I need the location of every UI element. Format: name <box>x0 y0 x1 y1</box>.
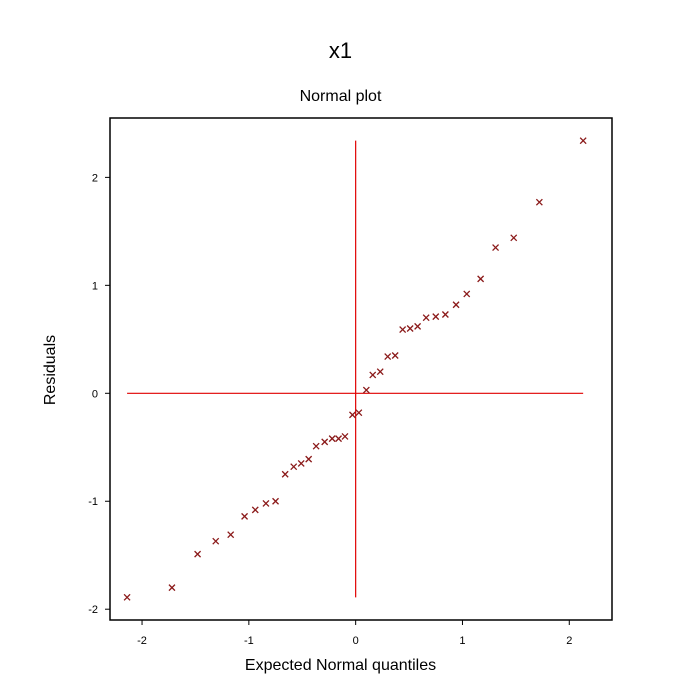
figure-title: x1 <box>328 38 353 63</box>
data-point <box>312 442 320 450</box>
data-point <box>391 352 399 359</box>
data-point <box>376 368 384 376</box>
data-point <box>227 531 235 539</box>
reference-lines <box>127 140 584 598</box>
data-point <box>194 550 202 558</box>
data-point <box>510 234 518 242</box>
y-tick-label: 0 <box>92 388 98 400</box>
data-point <box>328 435 336 443</box>
plot-frame <box>109 117 613 621</box>
data-point <box>335 435 343 443</box>
data-point <box>212 537 220 545</box>
data-point <box>384 353 392 361</box>
data-point <box>251 506 259 514</box>
y-axis-label: Residuals <box>42 334 59 406</box>
data-point <box>422 314 430 322</box>
y-tick-label: -1 <box>88 496 98 508</box>
data-point <box>168 584 176 592</box>
data-point <box>341 433 349 440</box>
x-axis-ticks: -2 -1 0 1 2 <box>137 620 572 647</box>
data-point <box>362 386 370 394</box>
data-point <box>414 322 422 330</box>
data-point <box>406 325 414 332</box>
data-point <box>492 244 500 252</box>
data-point <box>369 371 377 379</box>
x-tick-label: -2 <box>137 635 147 647</box>
y-axis-ticks: -2 -1 0 1 2 <box>88 172 110 616</box>
x-tick-label: 1 <box>459 635 465 647</box>
data-point <box>463 290 471 298</box>
x-tick-label: 2 <box>566 635 572 647</box>
data-point <box>272 497 280 505</box>
data-point <box>355 409 363 417</box>
data-point <box>321 438 329 446</box>
data-point <box>477 275 485 283</box>
y-tick-label: 2 <box>92 172 98 184</box>
y-tick-label: -2 <box>88 604 98 616</box>
data-point <box>441 311 449 318</box>
x-tick-label: -1 <box>244 635 254 647</box>
data-point <box>579 137 587 145</box>
data-point <box>290 463 298 471</box>
data-point <box>305 455 313 463</box>
data-point <box>535 198 543 206</box>
data-point <box>281 470 289 478</box>
x-tick-label: 0 <box>353 635 359 647</box>
x-axis-label: Expected Normal quantiles <box>244 657 437 674</box>
data-point <box>452 301 460 309</box>
data-point <box>432 313 440 321</box>
data-points <box>123 137 587 601</box>
y-tick-label: 1 <box>92 280 98 292</box>
data-point <box>123 593 131 601</box>
data-point <box>297 460 305 467</box>
data-point <box>241 512 249 520</box>
data-point <box>262 499 270 507</box>
data-point <box>348 411 356 419</box>
chart-title: Normal plot <box>299 88 382 105</box>
data-point <box>399 326 407 334</box>
